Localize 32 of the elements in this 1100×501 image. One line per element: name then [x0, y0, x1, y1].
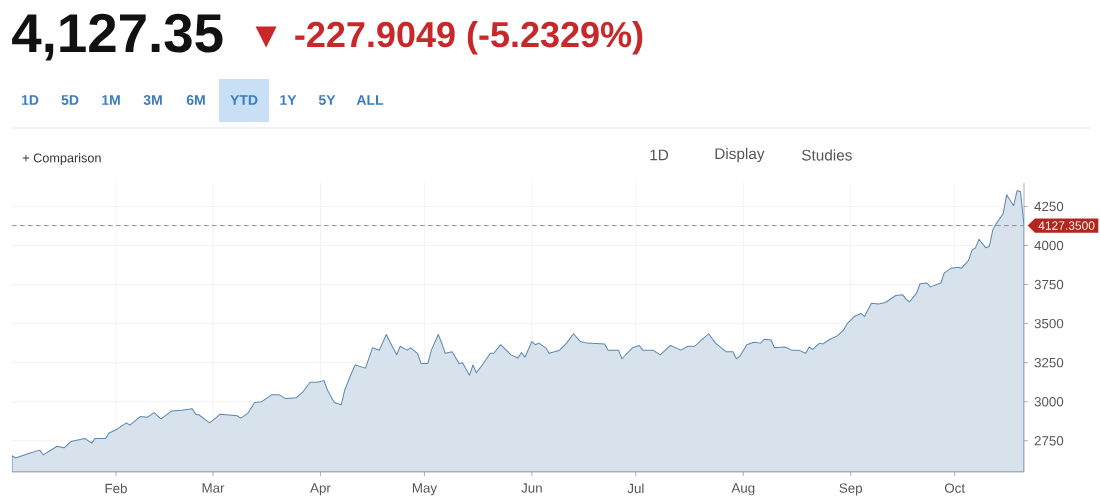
text: 1Y — [280, 95, 297, 105]
y-tick-label: 3000 — [1034, 396, 1064, 407]
chart-subtitle: ▼ -227.9049 (-5.2329%) — [255, 20, 643, 55]
x-tick-label: Mar — [202, 483, 225, 493]
x-tick-label: Aug — [731, 483, 755, 496]
y-tick-label: 4250 — [1034, 201, 1064, 212]
x-tick-label: Feb — [105, 483, 127, 494]
y-tick-label: 3250 — [1034, 357, 1064, 368]
text: 3M — [143, 95, 162, 105]
text: Studies — [801, 149, 852, 161]
x-tick-label: Oct — [944, 483, 965, 493]
text: YTD — [230, 95, 258, 105]
y-tick-label: 3500 — [1034, 318, 1064, 329]
y-tick-label: 2750 — [1034, 436, 1064, 446]
y-tick-label: 4000 — [1034, 240, 1064, 251]
ref-line-label: 4127.3500 — [1038, 221, 1095, 230]
text: Display — [715, 147, 765, 163]
x-tick-label: Jun — [521, 483, 542, 493]
text: 1D — [21, 95, 39, 105]
chart-title: 4,127.35 — [12, 13, 223, 61]
x-tick-label: Apr — [310, 483, 331, 496]
text: + Comparison — [22, 153, 101, 165]
text: 5Y — [318, 95, 336, 105]
x-tick-label: Jul — [627, 483, 644, 494]
text: ALL — [356, 95, 384, 105]
text: 6M — [186, 95, 205, 105]
y-tick-label: 3750 — [1034, 279, 1064, 290]
x-tick-label: Sep — [839, 483, 863, 496]
x-tick-label: May — [412, 483, 438, 496]
text: 1M — [102, 95, 120, 105]
text: 5D — [61, 95, 79, 105]
text: 1D — [650, 149, 669, 161]
